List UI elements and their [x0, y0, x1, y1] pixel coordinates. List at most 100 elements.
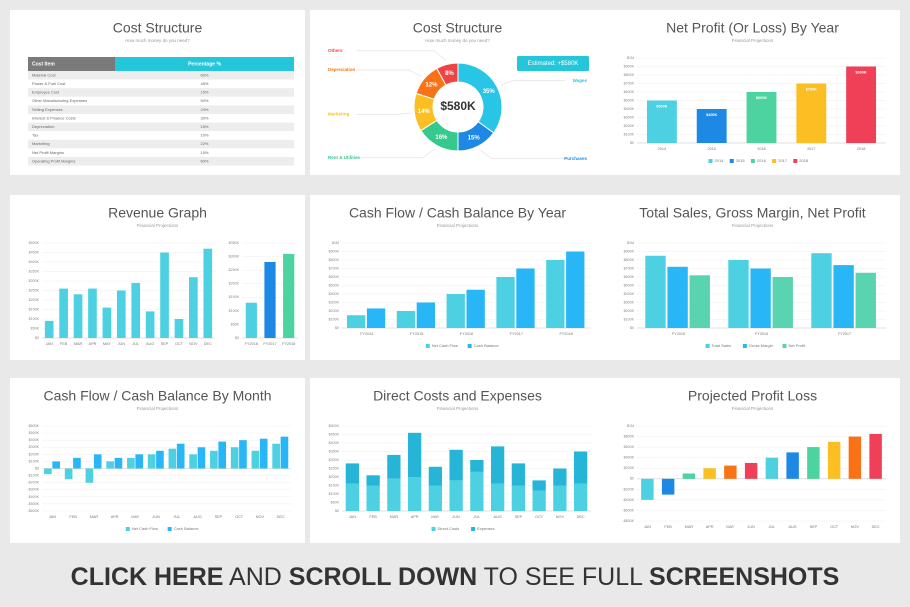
- bar: [407, 477, 422, 511]
- table-cell: 50%: [200, 98, 208, 103]
- table-row: [28, 105, 294, 114]
- y-tick-label: $900K: [624, 249, 635, 253]
- x-tick-label: 2015: [707, 147, 715, 151]
- x-tick-label: DEC: [577, 515, 585, 519]
- legend-swatch: [793, 159, 798, 163]
- banner-part: TO SEE FULL: [477, 563, 649, 591]
- legend-label: Cash Balance: [174, 526, 200, 531]
- table-cell: Interest & Finance Costs: [32, 115, 76, 120]
- bar: [811, 253, 832, 328]
- y-tick-label: $700K: [329, 266, 340, 270]
- x-tick-label: APR: [706, 525, 714, 529]
- legend-label: Net Profit: [788, 343, 806, 348]
- x-tick-label: JUN: [152, 515, 160, 519]
- table-row: [28, 139, 294, 149]
- x-tick-label: AUG: [194, 515, 202, 519]
- x-tick-label: SEP: [161, 342, 169, 346]
- bar: [646, 100, 677, 143]
- y-tick-label: $0: [35, 336, 39, 340]
- y-tick-label: $1M: [627, 424, 634, 428]
- table-cell: 45%: [200, 81, 208, 86]
- x-tick-label: MAR: [390, 515, 399, 519]
- slice-category: Rent & Utilities: [328, 155, 361, 160]
- bar: [131, 282, 141, 338]
- bar: [553, 485, 567, 511]
- table-cell: Net Profit Margins: [32, 150, 64, 155]
- legend-swatch: [425, 344, 430, 348]
- bar: [724, 465, 737, 479]
- y-tick-label: $400K: [29, 260, 40, 264]
- x-tick-label: NOV: [851, 525, 860, 529]
- y-tick-label: $500K: [29, 241, 40, 245]
- leader-line: [356, 148, 436, 159]
- table-row: [28, 131, 294, 140]
- y-tick-label: $1M: [627, 241, 634, 245]
- y-tick-label: $200K: [29, 298, 40, 302]
- x-tick-label: FY2015: [410, 332, 423, 336]
- leader-line: [500, 80, 565, 86]
- y-tick-label: -$800K: [622, 519, 634, 523]
- x-tick-label: APR: [89, 342, 97, 346]
- y-tick-label: -$200K: [622, 487, 634, 491]
- slide-subtitle: How much money do you need?: [125, 38, 190, 43]
- x-tick-label: FY2016: [460, 332, 473, 336]
- y-tick-label: $900K: [329, 249, 340, 253]
- y-tick-label: $350K: [29, 269, 40, 273]
- bar: [449, 449, 463, 481]
- bar: [387, 478, 401, 511]
- bar: [407, 432, 422, 477]
- bar: [546, 260, 565, 328]
- x-tick-label: JUL: [768, 525, 775, 529]
- slice-label: 35%: [483, 89, 496, 95]
- bar: [345, 483, 360, 511]
- donut-center-label: $580K: [440, 99, 476, 113]
- legend-swatch: [431, 527, 436, 531]
- y-tick-label: $900K: [624, 64, 635, 68]
- legend-swatch: [467, 344, 472, 348]
- table-header: Percentage %: [188, 61, 221, 67]
- table-row: [28, 157, 294, 166]
- banner-part: AND: [223, 563, 288, 591]
- legend-label: 2016: [757, 158, 767, 163]
- table-cell: 10%: [200, 133, 208, 138]
- bar: [516, 268, 535, 328]
- x-tick-label: AUG: [494, 515, 502, 519]
- x-tick-label: FY2016: [755, 332, 768, 336]
- annotation-badge: [517, 56, 589, 71]
- y-tick-label: $150K: [29, 307, 40, 311]
- slice-label: 8%: [445, 71, 454, 77]
- x-tick-label: JAN: [46, 342, 53, 346]
- bar: [833, 265, 854, 328]
- table-cell: 15%: [200, 150, 208, 155]
- slide-subtitle: Financial Projections: [732, 223, 774, 228]
- table-row: [28, 71, 294, 80]
- y-tick-label: $350K: [329, 449, 340, 453]
- legend-label: Cash Balance: [474, 343, 500, 348]
- y-tick-label: $200K: [624, 309, 635, 313]
- y-tick-label: $450K: [29, 250, 40, 254]
- bar: [145, 311, 155, 338]
- legend-swatch: [742, 344, 747, 348]
- bar: [366, 485, 380, 511]
- y-tick-label: -$600K: [27, 509, 39, 513]
- bar: [366, 308, 386, 328]
- x-tick-label: OCT: [830, 525, 839, 529]
- y-tick-label: $250K: [329, 466, 340, 470]
- table-header-cell: [28, 57, 115, 71]
- table-row: [28, 114, 294, 123]
- x-tick-label: FY2017: [263, 342, 276, 346]
- x-tick-label: FY2014: [360, 332, 373, 336]
- table-cell: 15%: [200, 124, 208, 129]
- y-tick-label: $100K: [624, 132, 635, 136]
- y-tick-label: $100K: [29, 459, 40, 463]
- slice-category: Depreciation: [328, 67, 356, 72]
- slice-label: 12%: [425, 83, 438, 89]
- slice-label: 15%: [468, 135, 481, 141]
- x-tick-label: 2017: [807, 147, 815, 151]
- bar: [116, 290, 126, 338]
- bar: [52, 461, 61, 469]
- y-tick-label: $300K: [29, 279, 40, 283]
- bar: [44, 320, 54, 338]
- bar: [511, 485, 526, 511]
- bar: [573, 451, 588, 484]
